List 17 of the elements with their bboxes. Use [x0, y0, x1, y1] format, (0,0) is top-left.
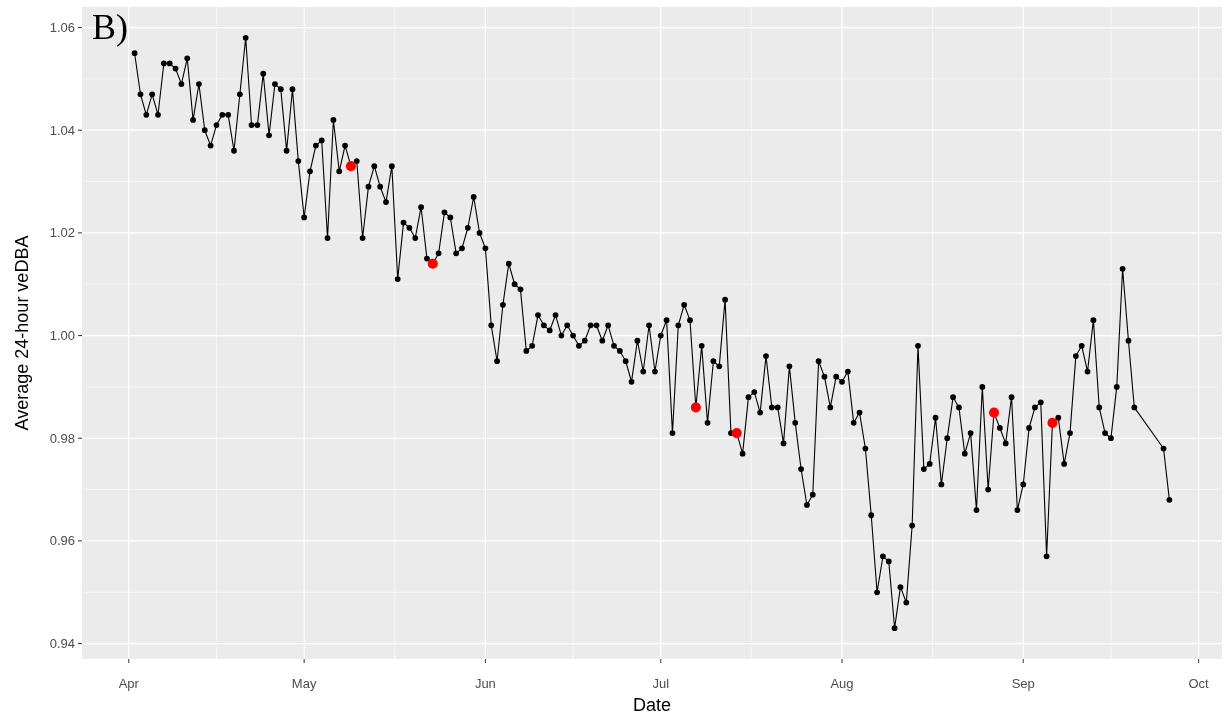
x-tick-label: Oct: [1188, 676, 1210, 691]
y-tick-label: 1.02: [49, 225, 75, 241]
x-tick-label: Jun: [474, 676, 496, 691]
y-tick-label: 0.96: [49, 533, 75, 549]
y-tick-label: 1.00: [49, 328, 75, 344]
y-tick-label: 1.04: [49, 122, 75, 138]
x-tick-label: Jul: [652, 676, 670, 691]
x-tick-label: Apr: [118, 676, 140, 691]
y-tick-label: 1.06: [49, 20, 75, 36]
chart-title: B): [92, 7, 128, 47]
x-axis-title: Date: [632, 695, 672, 715]
y-tick-label: 0.98: [49, 430, 75, 446]
y-axis-title: Average 24-hour veDBA: [12, 235, 32, 431]
x-tick-label: Aug: [830, 676, 854, 691]
x-tick-label: May: [291, 676, 317, 691]
y-tick-label: 0.94: [49, 636, 75, 652]
x-tick-label: Sep: [1011, 676, 1035, 691]
